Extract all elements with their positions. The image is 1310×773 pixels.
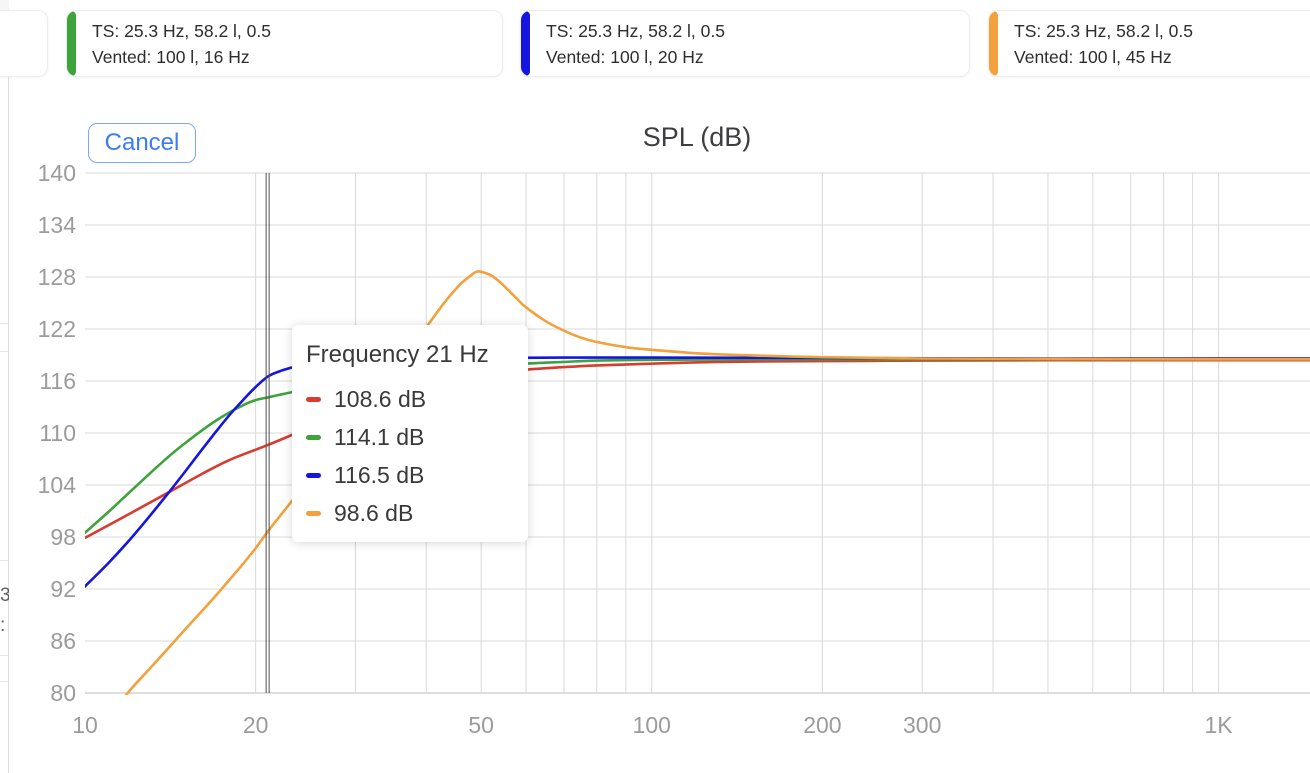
x-tick-label: 10 — [72, 712, 98, 738]
y-tick-label: 98 — [50, 524, 76, 550]
green-series-marker-icon — [306, 434, 321, 440]
legend-card-text: TS: 25.3 Hz, 58.2 l, 0.5 Vented: 100 l, 1… — [92, 11, 502, 70]
chart-tooltip: Frequency 21 Hz 108.6 dB 114.1 dB 116.5 dB 9… — [292, 325, 528, 542]
tooltip-row-green: 114.1 dB — [306, 418, 528, 456]
x-tick-label: 1K — [1204, 712, 1233, 738]
background-divider — [0, 323, 8, 324]
legend-card-text: TS: 25.3 Hz, 58.2 l, 0.5 Vented: 100 l, 2… — [546, 11, 969, 70]
cancel-button[interactable]: Cancel — [88, 123, 196, 163]
x-tick-label: 50 — [468, 712, 494, 738]
orange-series-marker-icon — [306, 510, 321, 516]
legend-card-partial[interactable] — [0, 10, 48, 77]
background-divider — [0, 560, 8, 561]
tooltip-row-orange: 98.6 dB — [306, 494, 528, 532]
background-divider — [0, 681, 8, 682]
red-series-marker-icon — [306, 396, 321, 402]
tooltip-row-blue: 116.5 dB — [306, 456, 528, 494]
y-tick-label: 116 — [39, 368, 76, 394]
background-divider — [0, 351, 8, 352]
y-tick-label: 80 — [50, 680, 76, 706]
x-axis-labels: 10 20 50 100 200 300 1K — [72, 712, 1233, 738]
blue-accent-bar — [521, 11, 530, 76]
y-tick-label: 128 — [38, 264, 76, 290]
tooltip-value: 108.6 dB — [334, 385, 427, 412]
legend-card-blue[interactable]: TS: 25.3 Hz, 58.2 l, 0.5 Vented: 100 l, 2… — [520, 10, 970, 77]
x-tick-label: 200 — [803, 712, 841, 738]
background-text-fragment: 3 — [0, 585, 9, 606]
legend-vented-line: Vented: 100 l, 20 Hz — [546, 47, 704, 67]
tooltip-value: 98.6 dB — [334, 499, 414, 526]
background-text-fragment: : — [0, 615, 6, 636]
y-tick-label: 104 — [38, 472, 77, 498]
y-tick-label: 92 — [50, 576, 76, 602]
legend-ts-line: TS: 25.3 Hz, 58.2 l, 0.5 — [546, 21, 725, 41]
y-tick-label: 86 — [50, 628, 76, 654]
legend-vented-line: Vented: 100 l, 16 Hz — [92, 47, 250, 67]
legend-card-text: TS: 25.3 Hz, 58.2 l, 0.5 Vented: 100 l, 4… — [1014, 11, 1310, 70]
x-tick-label: 100 — [633, 712, 671, 738]
y-axis-labels: 140 134 128 122 116 110 104 98 92 86 80 — [38, 160, 77, 706]
green-accent-bar — [67, 11, 76, 76]
tooltip-title: Frequency 21 Hz — [306, 341, 489, 368]
x-tick-label: 300 — [903, 712, 941, 738]
y-tick-label: 110 — [39, 420, 76, 446]
sheet-left-edge-divider — [8, 35, 9, 773]
legend-card-orange[interactable]: TS: 25.3 Hz, 58.2 l, 0.5 Vented: 100 l, 4… — [988, 10, 1310, 77]
chart-title: SPL (dB) — [642, 122, 752, 152]
x-tick-label: 20 — [243, 712, 269, 738]
legend-vented-line: Vented: 100 l, 45 Hz — [1014, 47, 1172, 67]
tooltip-value: 114.1 dB — [334, 423, 425, 450]
orange-accent-bar — [989, 11, 998, 76]
tooltip-row-red: 108.6 dB — [306, 380, 528, 418]
blue-series-marker-icon — [306, 472, 321, 478]
y-tick-label: 122 — [38, 316, 76, 342]
y-tick-label: 134 — [38, 212, 77, 238]
tooltip-value: 116.5 dB — [334, 461, 425, 488]
series-curve-orange — [124, 270, 1310, 695]
background-divider — [0, 655, 8, 656]
legend-card-green[interactable]: TS: 25.3 Hz, 58.2 l, 0.5 Vented: 100 l, 1… — [66, 10, 503, 77]
legend-ts-line: TS: 25.3 Hz, 58.2 l, 0.5 — [1014, 21, 1193, 41]
horizontal-gridlines — [85, 172, 1310, 694]
legend-ts-line: TS: 25.3 Hz, 58.2 l, 0.5 — [92, 21, 271, 41]
y-tick-label: 140 — [38, 160, 76, 186]
hover-cursor-line — [265, 173, 270, 693]
